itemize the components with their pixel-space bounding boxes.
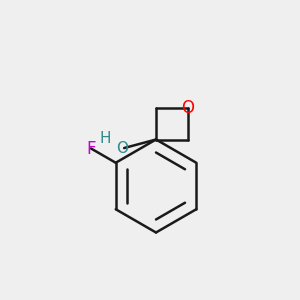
Text: O: O <box>181 99 194 117</box>
Text: O: O <box>116 140 128 155</box>
Text: F: F <box>86 140 96 158</box>
Text: H: H <box>100 131 111 146</box>
